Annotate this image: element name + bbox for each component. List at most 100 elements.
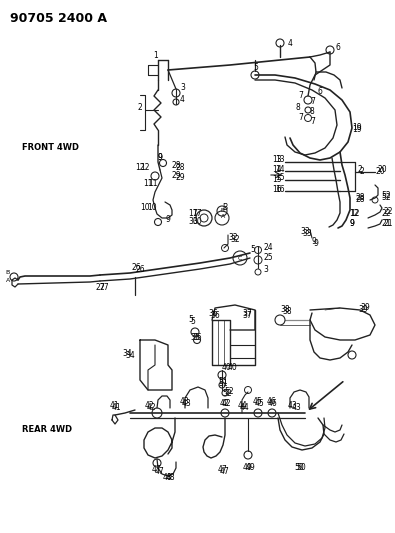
Text: 41: 41 (112, 403, 122, 413)
Text: 43: 43 (292, 403, 302, 413)
Text: REAR 4WD: REAR 4WD (22, 425, 72, 434)
Text: 41: 41 (110, 401, 120, 410)
Text: 90705 2400 A: 90705 2400 A (10, 12, 107, 25)
Text: 37: 37 (242, 311, 252, 319)
Text: 7: 7 (298, 114, 303, 123)
Text: 43: 43 (182, 399, 192, 408)
Text: 47: 47 (218, 465, 228, 474)
Text: 38: 38 (282, 308, 292, 317)
Text: 12: 12 (140, 164, 149, 173)
Text: B: B (220, 207, 224, 213)
Text: 6: 6 (318, 87, 323, 96)
Text: 39: 39 (358, 305, 368, 314)
Text: A: A (6, 278, 10, 282)
Text: 17: 17 (192, 208, 201, 217)
Text: 50: 50 (296, 464, 306, 472)
Text: 25: 25 (263, 254, 273, 262)
Text: 52: 52 (381, 190, 391, 199)
Text: 38: 38 (280, 305, 290, 314)
Text: 28: 28 (355, 193, 365, 203)
Text: 9: 9 (157, 154, 162, 163)
Text: 15: 15 (275, 174, 285, 182)
Text: 12: 12 (349, 208, 359, 217)
Text: 52: 52 (222, 389, 231, 398)
Text: 40: 40 (222, 364, 232, 373)
Text: 49: 49 (246, 464, 256, 472)
Text: 9: 9 (165, 215, 170, 224)
Text: 26: 26 (132, 263, 142, 272)
Text: 36: 36 (210, 311, 220, 319)
Text: 52: 52 (224, 387, 233, 397)
Text: 43: 43 (180, 397, 190, 406)
Text: 2: 2 (360, 167, 365, 176)
Text: 51: 51 (218, 378, 228, 387)
Text: 10: 10 (140, 204, 150, 213)
Text: 7: 7 (310, 98, 315, 107)
Text: 14: 14 (275, 165, 285, 174)
Text: 35: 35 (192, 334, 202, 343)
Text: 2: 2 (138, 103, 143, 112)
Text: 47: 47 (152, 465, 162, 474)
Text: 27: 27 (100, 284, 110, 293)
Text: 39: 39 (360, 303, 370, 312)
Text: FRONT 4WD: FRONT 4WD (22, 143, 79, 152)
Text: 8: 8 (296, 102, 301, 111)
Text: 44: 44 (238, 401, 248, 410)
Text: 21: 21 (383, 220, 393, 229)
Text: 26: 26 (135, 265, 145, 274)
Text: 24: 24 (263, 244, 273, 253)
Text: 50: 50 (294, 464, 304, 472)
Text: 3: 3 (180, 84, 185, 93)
Text: 28: 28 (175, 164, 184, 173)
Text: 22: 22 (382, 209, 391, 219)
Text: 7: 7 (298, 91, 303, 100)
Text: 13: 13 (272, 156, 282, 165)
Text: C: C (238, 255, 242, 261)
Text: 36: 36 (208, 309, 218, 318)
Text: 19: 19 (352, 125, 362, 134)
Text: 7: 7 (310, 117, 315, 126)
Text: 5: 5 (188, 316, 193, 325)
Text: 21: 21 (382, 220, 391, 229)
Text: 46: 46 (268, 399, 278, 408)
Text: 30: 30 (192, 217, 202, 227)
Text: 9: 9 (313, 239, 318, 248)
Text: 16: 16 (272, 185, 282, 195)
Text: 8: 8 (310, 108, 315, 117)
Text: 37: 37 (242, 309, 252, 318)
Text: 45: 45 (253, 397, 263, 406)
Text: B: B (6, 271, 10, 276)
Text: 5: 5 (250, 246, 255, 254)
Text: 42: 42 (222, 399, 231, 408)
Text: 9: 9 (312, 238, 317, 246)
Text: 46: 46 (267, 397, 277, 406)
Text: 32: 32 (228, 232, 238, 241)
Text: 42: 42 (147, 403, 157, 413)
Text: 10: 10 (147, 204, 157, 213)
Text: 33: 33 (302, 230, 312, 238)
Text: 29: 29 (175, 173, 184, 182)
Text: 48: 48 (166, 473, 176, 482)
Text: 5: 5 (190, 318, 195, 327)
Text: 52: 52 (381, 193, 391, 203)
Text: 22: 22 (383, 207, 393, 216)
Text: 28: 28 (172, 160, 181, 169)
Text: 5: 5 (253, 63, 258, 72)
Text: 16: 16 (275, 184, 285, 193)
Text: 12: 12 (135, 164, 145, 173)
Text: 32: 32 (230, 236, 240, 245)
Text: B: B (222, 204, 227, 213)
Text: 4: 4 (288, 38, 293, 47)
Text: 3: 3 (263, 265, 268, 274)
Text: 11: 11 (148, 179, 158, 188)
Text: 20: 20 (377, 166, 387, 174)
Text: 33: 33 (300, 228, 310, 237)
Text: 9: 9 (349, 219, 354, 228)
Text: 30: 30 (188, 217, 198, 227)
Text: 28: 28 (355, 196, 365, 205)
Text: 6: 6 (335, 44, 340, 52)
Text: 1: 1 (153, 51, 158, 60)
Text: 4: 4 (180, 95, 185, 104)
Text: 40: 40 (228, 364, 238, 373)
Text: 13: 13 (275, 156, 285, 165)
